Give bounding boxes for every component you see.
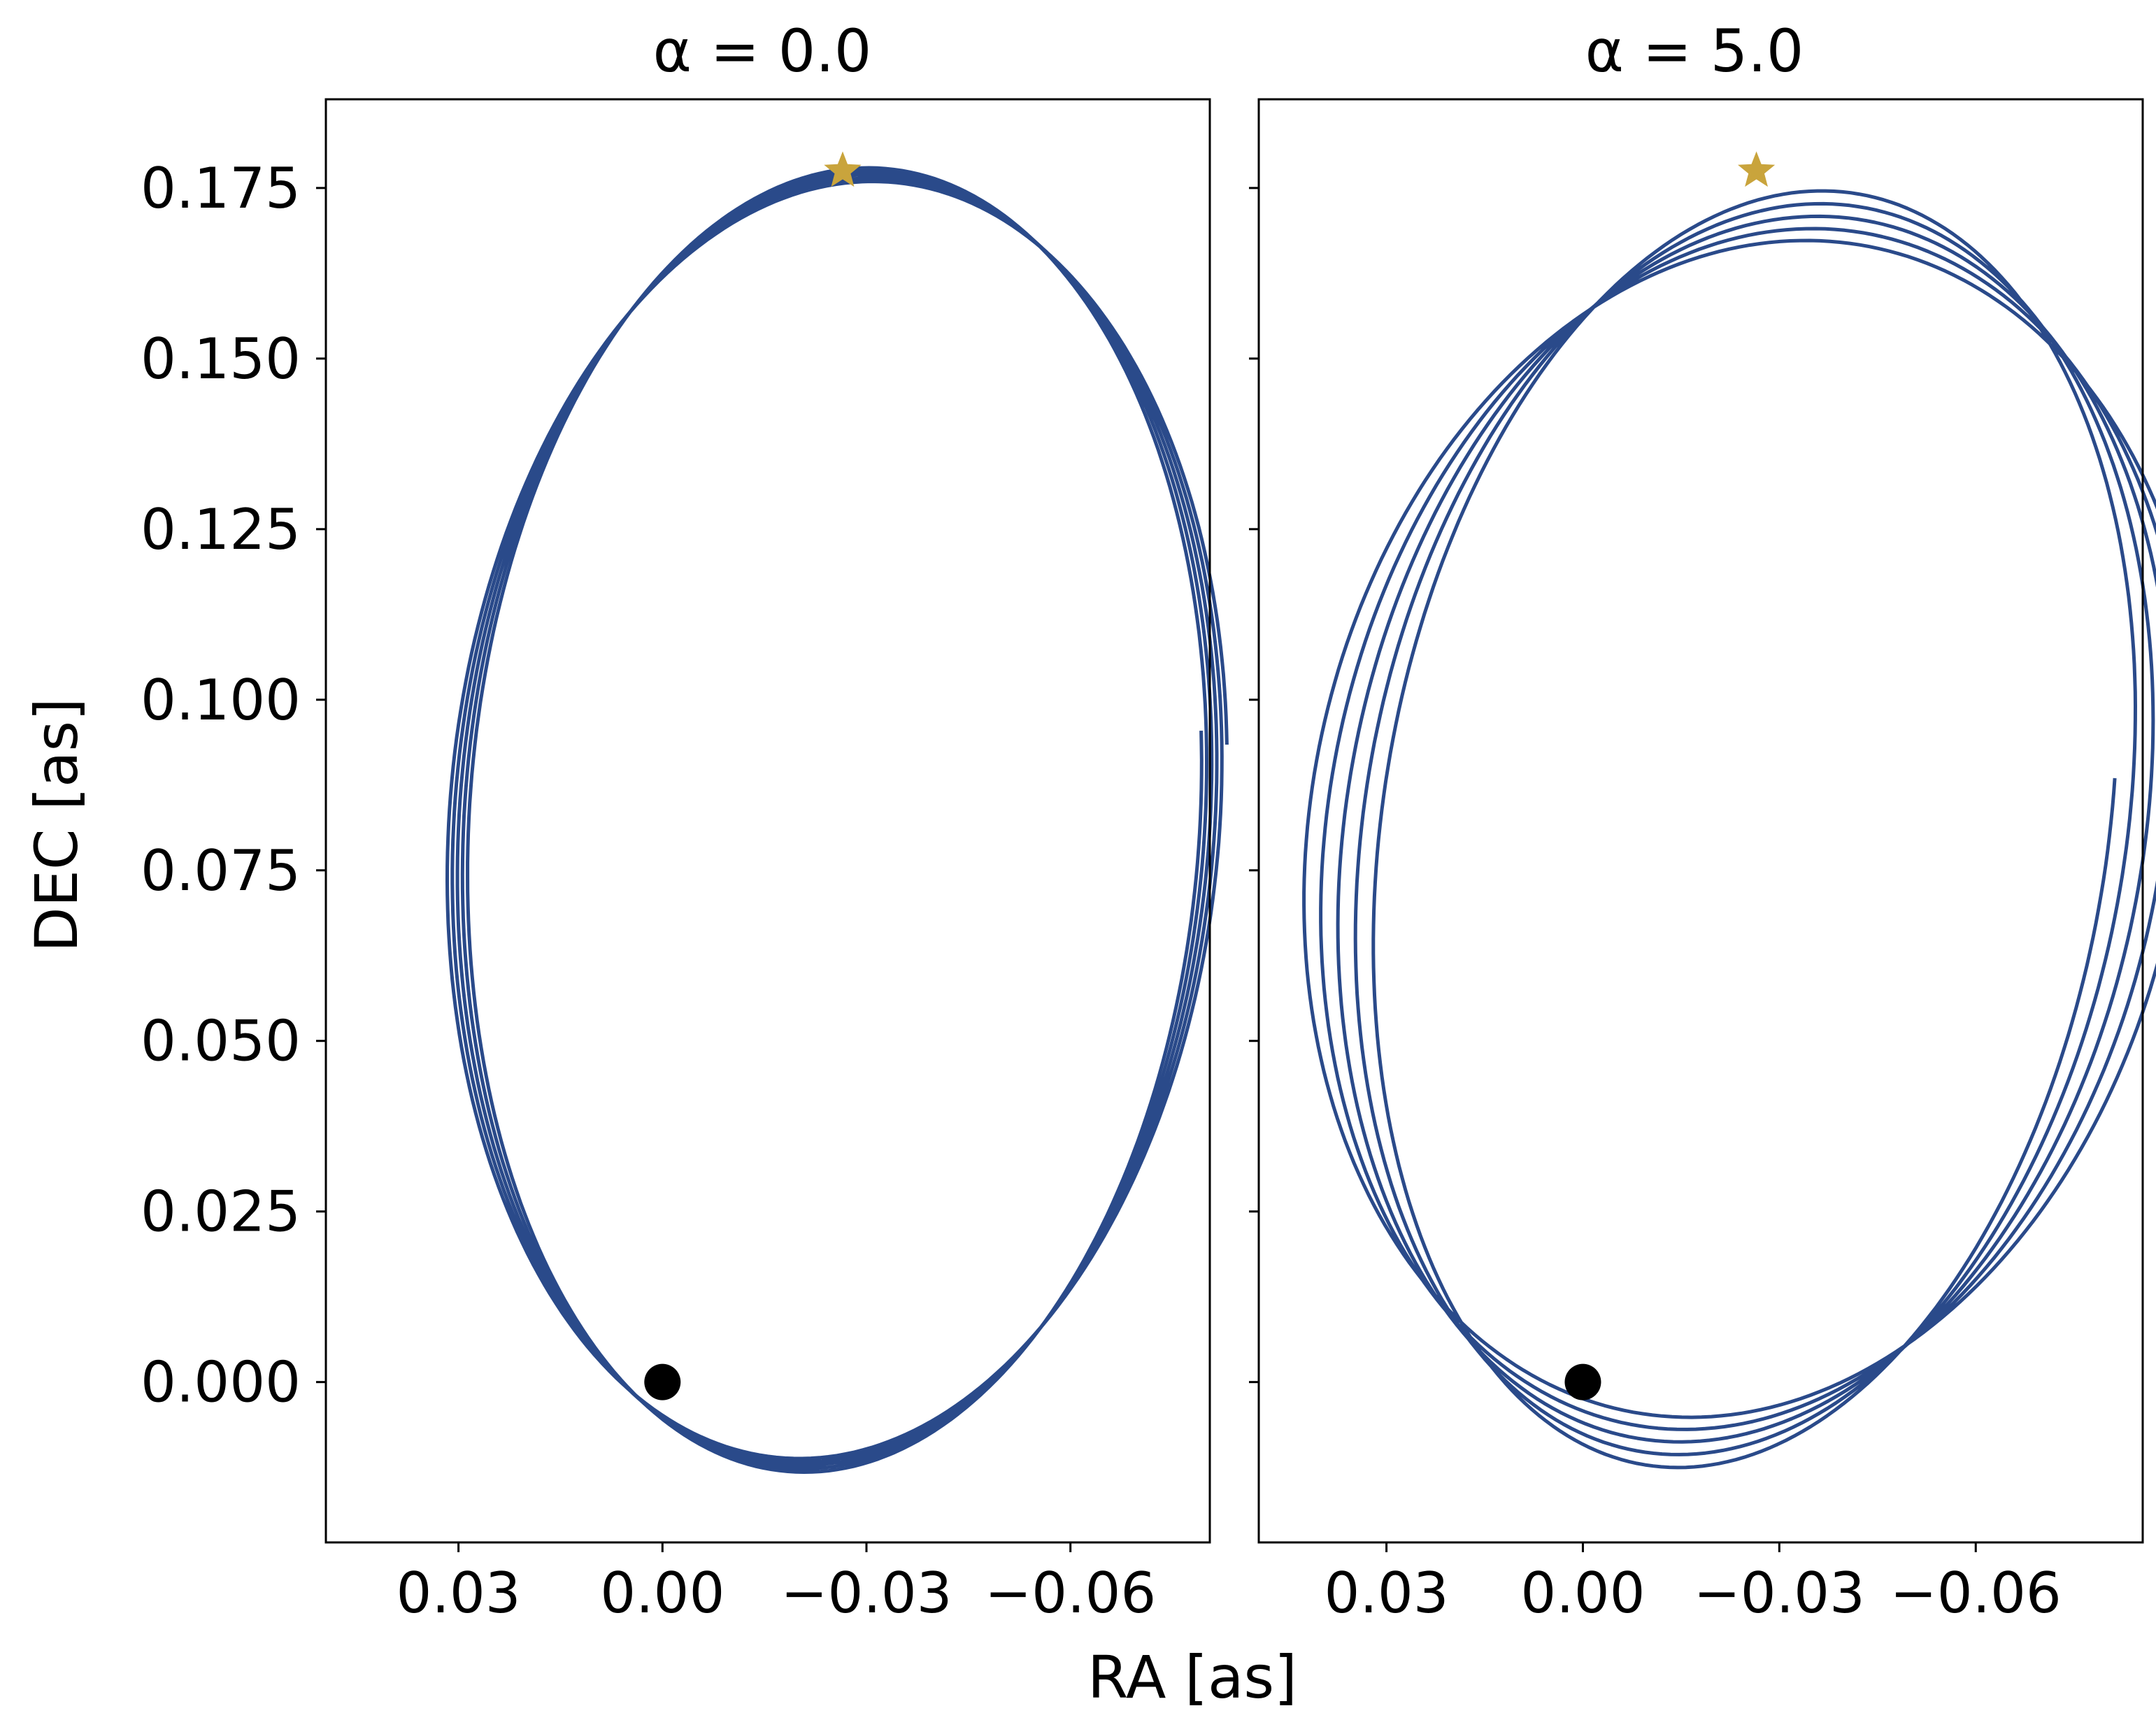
ticks-alpha-5: 0.03 0.00 −0.03 −0.06 — [1249, 187, 2062, 1626]
panel-title-alpha-5: α = 5.0 — [1585, 17, 1804, 85]
y-tick-label: 0.150 — [141, 327, 301, 392]
star-marker-icon — [824, 151, 862, 187]
ticks-alpha-0: 0.03 0.00 −0.03 −0.06 0.000 0.025 0.050 0.075 0.… — [141, 156, 1156, 1626]
orbit-track-line — [445, 166, 1229, 1474]
star-marker-icon — [1738, 151, 1776, 187]
x-tick-label: 0.00 — [600, 1561, 724, 1626]
y-tick-label: 0.075 — [141, 838, 301, 903]
y-tick-label: 0.050 — [141, 1009, 301, 1074]
y-tick-label: 0.000 — [141, 1350, 301, 1415]
x-tick-label: 0.03 — [1325, 1561, 1449, 1626]
axes-frame-alpha-0 — [324, 98, 1211, 1544]
y-tick-label: 0.025 — [141, 1180, 301, 1245]
orbit-track-line — [1302, 189, 2156, 1470]
x-tick-label: −0.06 — [985, 1561, 1156, 1626]
plot-area-alpha-0 — [445, 151, 1229, 1474]
y-tick-label: 0.125 — [141, 497, 301, 562]
x-tick-label: −0.06 — [1890, 1561, 2062, 1626]
x-axis-title: RA [as] — [1087, 1643, 1297, 1712]
y-axis-title: DEC [as] — [22, 698, 91, 952]
x-tick-label: −0.03 — [1694, 1561, 1865, 1626]
y-tick-label: 0.175 — [141, 156, 301, 221]
panel-title-alpha-0: α = 0.0 — [653, 17, 872, 85]
x-tick-label: −0.03 — [780, 1561, 952, 1626]
plot-area-alpha-5 — [1302, 151, 2156, 1470]
axes-frame-alpha-5 — [1257, 98, 2144, 1544]
x-tick-label: 0.03 — [397, 1561, 521, 1626]
x-tick-label: 0.00 — [1520, 1561, 1645, 1626]
central-body-marker — [644, 1363, 681, 1400]
panel-alpha-5: α = 5.0 0.03 0.00 −0.03 −0.06 — [1249, 17, 2156, 1626]
panel-alpha-0: α = 0.0 0.03 0.00 −0.03 −0.06 0.000 0.025 0.05… — [141, 17, 1229, 1626]
y-tick-label: 0.100 — [141, 668, 301, 733]
central-body-marker — [1564, 1363, 1601, 1400]
